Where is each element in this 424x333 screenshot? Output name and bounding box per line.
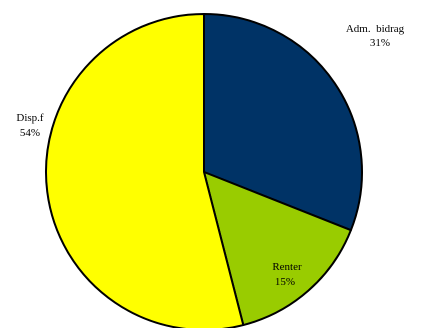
slice-label-renter-percent: 15%: [275, 276, 295, 288]
slice-label-disp-f-percent: 54%: [20, 127, 40, 139]
pie-slices: [45, 13, 363, 331]
slice-label-renter-name: Renter: [272, 261, 302, 273]
pie-slice-disp-f: [45, 13, 245, 331]
slice-label-adm-bidrag-percent: 31%: [370, 37, 390, 49]
slice-label-adm-bidrag-name: Adm. bidrag: [346, 23, 405, 35]
pie-slice-renter: [203, 171, 352, 327]
slice-label-disp-f-name: Disp.f: [16, 112, 44, 124]
pie-labels: Adm. bidrag 31% Renter 15% Disp.f 54%: [16, 23, 404, 288]
pie-slice-adm-bidrag: [203, 13, 363, 232]
